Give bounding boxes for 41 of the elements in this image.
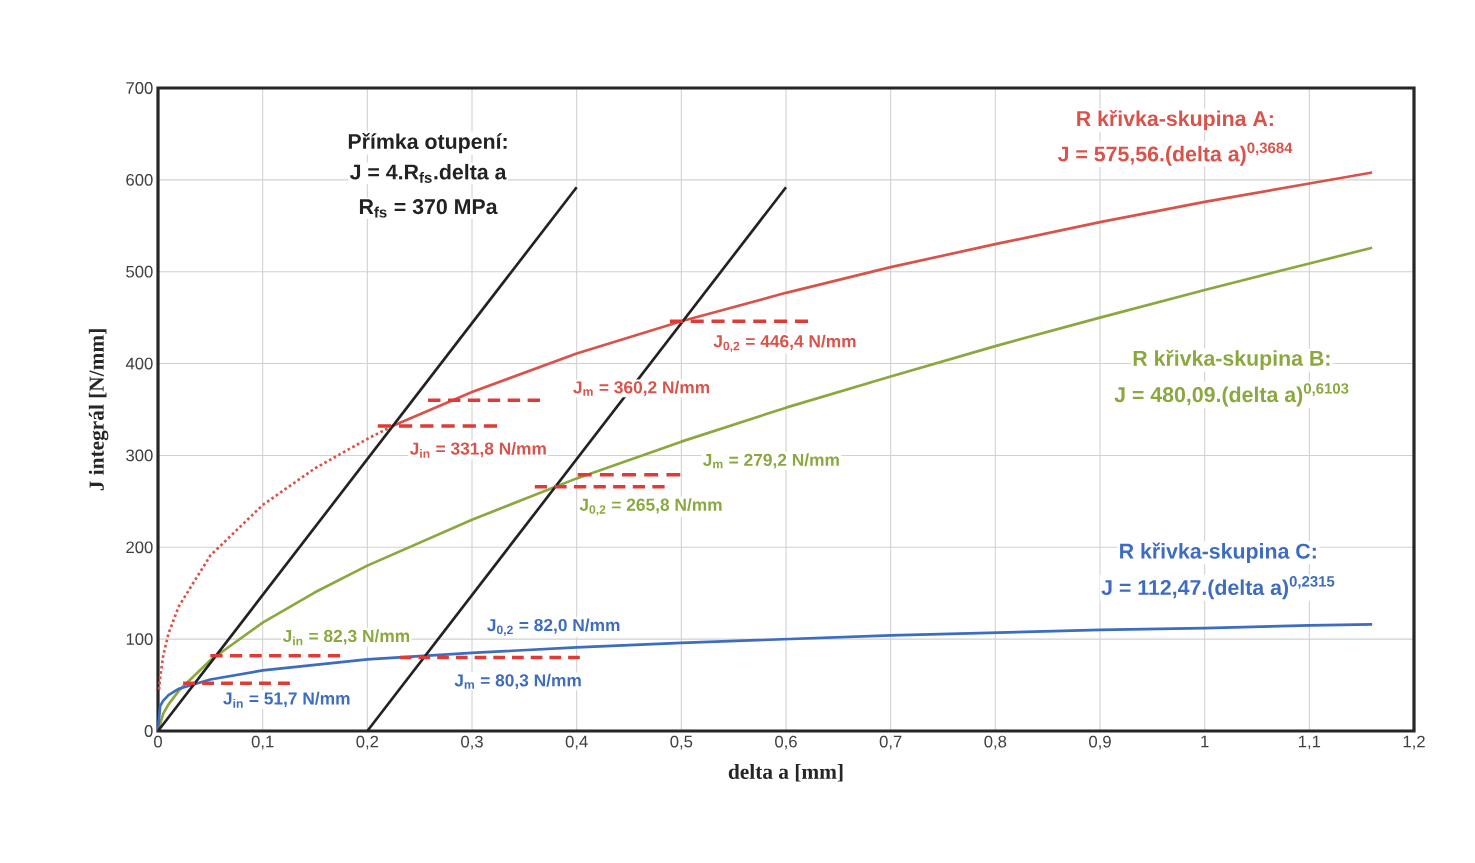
y-tick-label: 500 [126, 265, 153, 278]
x-tick-label: 0,1 [251, 735, 274, 750]
text: R křivka-skupina C: [1120, 542, 1316, 563]
x-axis-title: delta a [mm] [728, 763, 843, 782]
annotation: J = 575,56.(delta a)$^{0,3684}$ [1057, 142, 1293, 166]
x-tick-label: 0,6 [775, 735, 797, 750]
x-tick-label: 1 [1201, 735, 1209, 748]
x-tick-label: 0,8 [984, 735, 1007, 750]
x-tick-label: 1,2 [1403, 735, 1425, 750]
y-tick-label: 0 [144, 725, 153, 737]
y-axis-title: J integrál [N/mm] [88, 329, 109, 491]
x-tick-label: 0,5 [670, 735, 693, 750]
annotation: J$_{in}$ = 331,8 N/mm [409, 441, 546, 458]
annotation: J$_{m}$ = 360,2 N/mm [573, 380, 710, 396]
text: Přímka otupení: [348, 132, 507, 154]
x-tick-label: 0,7 [879, 735, 902, 750]
annotation: R$_{fs}$ = 370 MPa [359, 199, 498, 218]
annotation: J$_{m}$ = 279,2 N/mm [703, 453, 839, 469]
x-tick-label: 0,9 [1089, 735, 1111, 750]
annotation: J = 112,47.(delta a)$^{0,2315}$ [1101, 576, 1335, 600]
y-tick-label: 700 [126, 82, 153, 94]
annotation: J = 4.R$_{fs}$.delta a [349, 163, 507, 183]
y-tick-label: 100 [126, 633, 153, 646]
y-tick-label: 200 [126, 541, 153, 554]
series-label: R křivka-skupina B: [1133, 349, 1330, 371]
x-tick-label: 0,2 [356, 735, 379, 750]
x-tick-label: 0,3 [461, 735, 483, 750]
x-tick-label: 0,4 [565, 735, 588, 750]
annotation: J$_{0,2}$ = 265,8 N/mm [579, 498, 722, 516]
annotation: J = 480,09.(delta a)$^{0,6103}$ [1114, 383, 1349, 407]
annotation: J$_{0,2}$ = 82,0 N/mm [487, 618, 620, 636]
text: R křivka-skupina A: [1077, 109, 1273, 131]
y-tick-label: 300 [126, 449, 153, 462]
y-tick-label: 400 [125, 357, 153, 370]
annotation: J$_{in}$ = 82,3 N/mm [282, 629, 410, 646]
annotation: J$_{in}$ = 51,7 N/mm [223, 691, 350, 708]
annotation: J$_{0,2}$ = 446,4 N/mm [713, 334, 856, 353]
x-tick-label: 0 [154, 735, 162, 748]
annotation: J$_{m}$ = 80,3 N/mm [454, 673, 581, 689]
x-tick-label: 1,1 [1299, 735, 1321, 750]
y-tick-label: 600 [126, 173, 153, 186]
